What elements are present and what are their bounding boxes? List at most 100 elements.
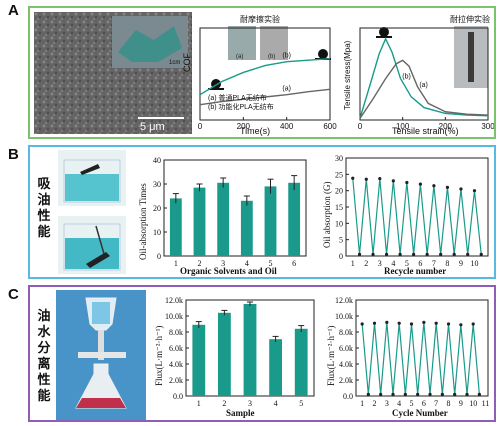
tensile-chart: 耐拉伸实验 Tensile stress(Mpa) Tensile strain… xyxy=(343,14,494,136)
y-tick-label: 6.0k xyxy=(169,344,183,353)
x-tick-label: 7 xyxy=(434,399,438,408)
x-tick-label: 8 xyxy=(445,259,449,268)
x-tick-label: 3 xyxy=(385,399,389,408)
y-tick-label: 8.0k xyxy=(339,328,353,337)
y-tick-label: 4.0k xyxy=(339,360,353,369)
data-point xyxy=(459,187,463,191)
data-point xyxy=(379,392,383,396)
x-tick-label: 6 xyxy=(418,259,422,268)
bar xyxy=(294,328,308,396)
linec-ylabel: Flux(L·m⁻²·h⁻¹) xyxy=(326,326,336,386)
tensile-ylabel: Tensile stress(Mpa) xyxy=(343,40,352,110)
y-tick-label: 20 xyxy=(153,204,161,213)
oil-absorb-photo-1 xyxy=(58,150,126,206)
data-point xyxy=(432,184,436,188)
inset-scale-label: 1cm xyxy=(169,60,180,66)
y-tick-label: 2.0k xyxy=(169,376,183,385)
plot-frame xyxy=(163,159,307,257)
x-tick-label: 5 xyxy=(405,259,409,268)
data-point xyxy=(378,176,382,181)
y-tick-label: 10.0k xyxy=(335,312,353,321)
lineb-xlabel: Recycle number xyxy=(384,266,446,276)
x-tick-label: 2 xyxy=(222,399,226,408)
cof-chart: 耐摩擦实验 COF Time(s) (a) (b) 0 200 400 600(a)(… xyxy=(182,14,337,136)
cof-ylabel: COF xyxy=(182,53,192,73)
series-label: (b) xyxy=(402,74,411,81)
x-tick-label: 400 xyxy=(280,122,294,131)
data-point xyxy=(372,321,377,325)
x-tick-label: 5 xyxy=(269,259,273,268)
data-point xyxy=(391,392,395,396)
data-point xyxy=(445,185,450,189)
series-label: (b) xyxy=(282,53,291,60)
x-tick-label: 6 xyxy=(292,259,296,268)
x-tick-label: 1 xyxy=(351,259,355,268)
bar xyxy=(169,198,182,256)
bar xyxy=(193,187,206,256)
data-point xyxy=(405,180,409,185)
barb-ylabel: Oil-absorption Times xyxy=(138,183,148,260)
series-line-(b) xyxy=(199,57,331,96)
x-tick-label: 10 xyxy=(470,259,478,268)
barb-xlabel: Organic Solvents and Oil xyxy=(180,266,277,276)
data-point xyxy=(439,252,443,256)
x-tick-label: 100 xyxy=(396,122,410,131)
x-tick-label: 3 xyxy=(248,399,252,408)
y-tick-label: 40 xyxy=(153,156,161,165)
panel-b-title: 吸油性能 xyxy=(37,176,51,239)
flux-cycle-chart: Flux(L·m⁻²·h⁻¹) Cycle Number 0.0 2.0k 4.0k… xyxy=(326,296,489,418)
y-tick-label: 0 xyxy=(157,252,161,261)
x-tick-label: 600 xyxy=(323,122,337,131)
barc-ylabel: Flux(L·m⁻²·h⁻¹) xyxy=(154,326,164,386)
data-point xyxy=(477,392,481,396)
panel-label-b: B xyxy=(8,146,19,163)
x-tick-label: 200 xyxy=(439,122,453,131)
bar xyxy=(217,182,230,256)
x-tick-label: 8 xyxy=(447,399,451,408)
data-point xyxy=(403,392,407,396)
bar xyxy=(240,200,253,256)
bar xyxy=(288,182,301,256)
x-tick-label: 3 xyxy=(221,259,225,268)
data-point xyxy=(385,320,389,324)
series-line-(a) xyxy=(199,88,331,106)
data-point xyxy=(409,322,414,326)
data-point xyxy=(428,392,432,396)
x-tick-label: 10 xyxy=(469,399,477,408)
data-point xyxy=(364,177,368,181)
series-line xyxy=(361,322,480,395)
plot-frame xyxy=(359,27,489,121)
y-tick-label: 12.0k xyxy=(165,296,183,305)
tensile-chart-title: 耐拉伸实验 xyxy=(450,14,490,24)
data-point xyxy=(440,392,444,396)
series-label: (a) xyxy=(282,86,291,93)
y-tick-label: 2.0k xyxy=(339,376,353,385)
y-tick-label: 4.0k xyxy=(169,360,183,369)
x-tick-label: 9 xyxy=(459,259,463,268)
bar xyxy=(264,186,277,256)
panel-label-a: A xyxy=(8,2,19,19)
x-tick-label: 5 xyxy=(410,399,414,408)
x-tick-label: 2 xyxy=(364,259,368,268)
panel-label-c: C xyxy=(8,286,19,303)
data-point xyxy=(416,392,420,396)
bar xyxy=(243,304,257,396)
tensile-xlabel: Tensile strain(%) xyxy=(392,126,459,136)
inset-photo: 1cm xyxy=(112,16,188,68)
x-tick-label: 2 xyxy=(198,259,202,268)
data-point xyxy=(384,252,389,256)
flux-bar-chart: Flux(L·m⁻²·h⁻¹) Sample 0.0 2.0k 4.0k 6.0k 8.… xyxy=(154,296,315,418)
lineb-ylabel: Oil absorption (G) xyxy=(322,182,332,249)
cof-insets: (a) (b) xyxy=(228,26,288,60)
data-point xyxy=(371,252,375,256)
oil-absorb-photo-2 xyxy=(58,216,126,274)
oil-absorption-bar-chart: Oil-absorption Times Organic Solvents an… xyxy=(138,156,307,276)
separation-apparatus-photo xyxy=(56,290,146,420)
y-tick-label: 20 xyxy=(335,187,343,196)
y-tick-label: 6.0k xyxy=(339,344,353,353)
y-tick-label: 12.0k xyxy=(335,296,353,305)
scale-bar-label: 5 μm xyxy=(140,121,165,133)
y-tick-label: 25 xyxy=(335,170,343,179)
y-tick-label: 0.0 xyxy=(173,392,183,401)
recycle-chart: Oil absorption (G) Recycle number 051015… xyxy=(322,154,489,276)
